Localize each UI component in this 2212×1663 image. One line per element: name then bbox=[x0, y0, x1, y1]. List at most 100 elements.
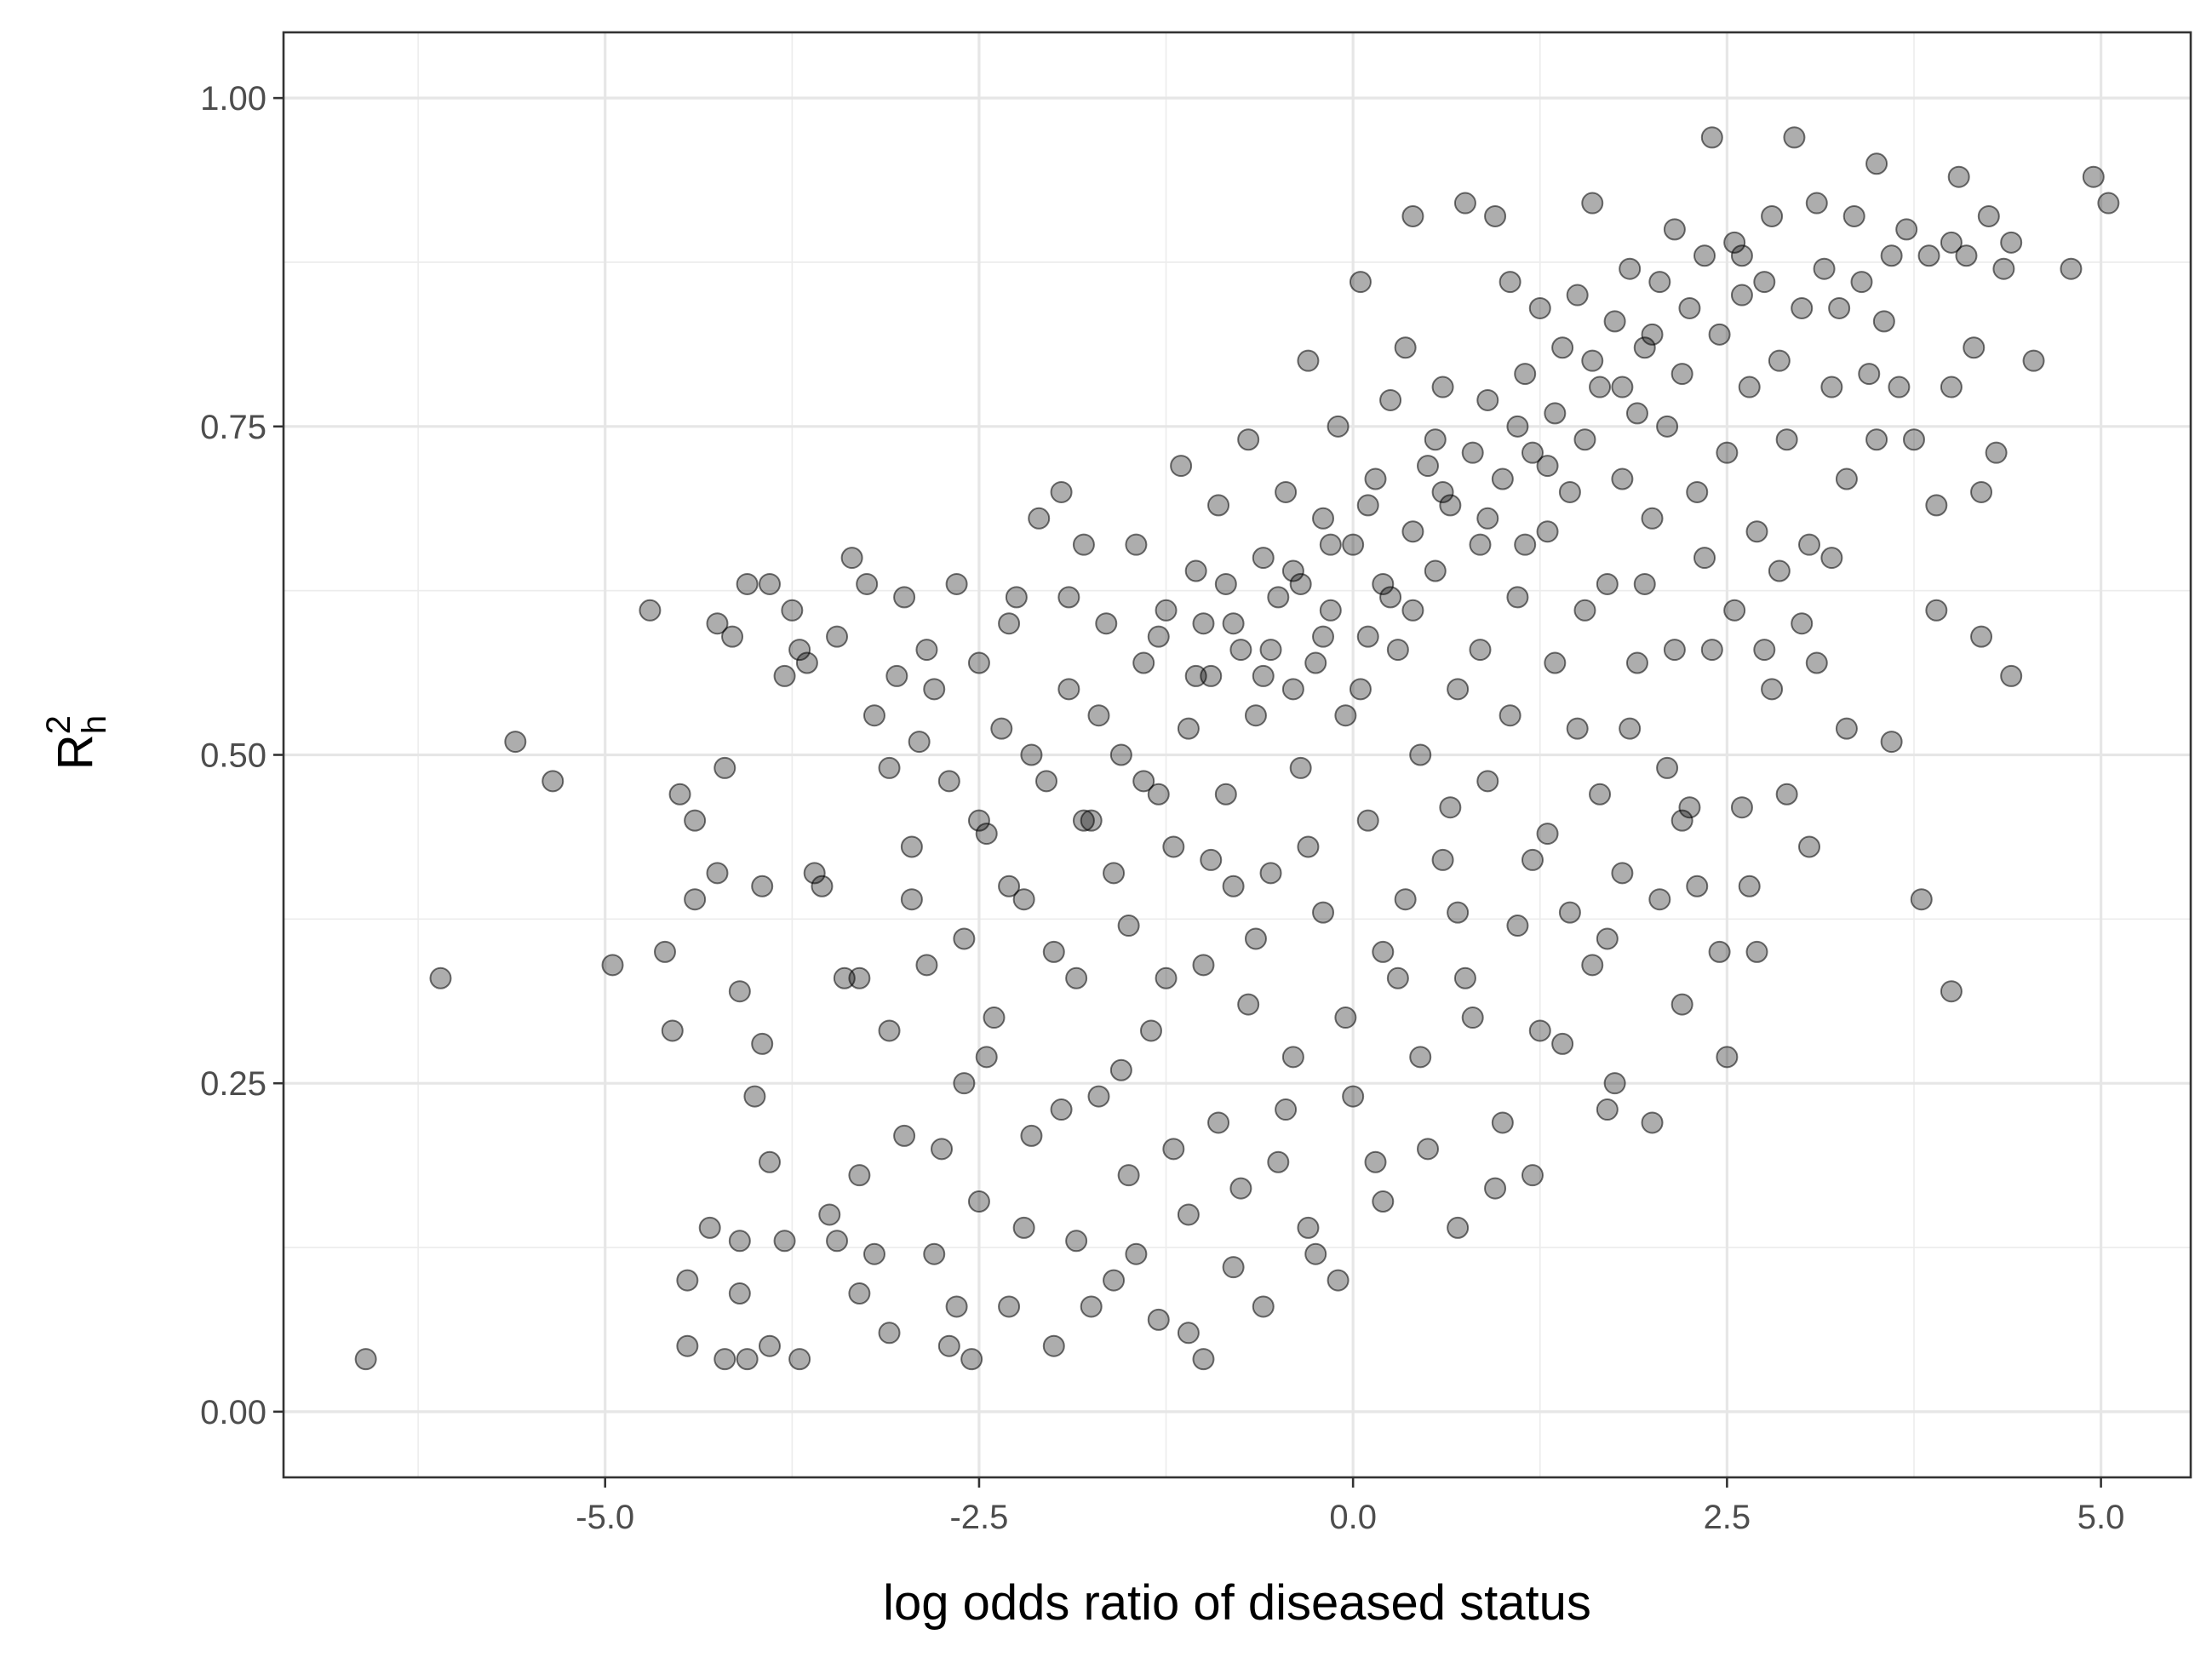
data-point bbox=[2022, 349, 2045, 372]
data-point bbox=[1147, 625, 1170, 648]
data-point bbox=[1872, 310, 1895, 333]
data-point bbox=[1372, 940, 1395, 963]
data-point bbox=[1977, 204, 2000, 227]
data-point bbox=[758, 572, 781, 595]
data-point bbox=[1955, 244, 1978, 267]
x-tick-label: -2.5 bbox=[949, 1499, 1008, 1536]
data-point bbox=[1835, 717, 1858, 740]
data-point bbox=[2097, 192, 2120, 215]
data-point bbox=[1558, 901, 1581, 924]
data-point bbox=[1364, 1150, 1387, 1173]
data-points bbox=[354, 126, 2120, 1371]
data-point bbox=[788, 639, 811, 662]
data-point bbox=[1947, 165, 1970, 188]
y-axis: 0.00 0.25 0.50 0.75 1.00 bbox=[200, 80, 284, 1431]
data-point bbox=[1940, 231, 1963, 254]
data-point bbox=[967, 809, 990, 832]
data-point bbox=[1521, 848, 1544, 871]
data-point bbox=[684, 888, 707, 911]
data-point bbox=[1117, 915, 1140, 938]
data-point bbox=[1065, 966, 1088, 989]
data-point bbox=[1275, 1098, 1298, 1121]
data-point bbox=[1805, 192, 1828, 215]
data-point bbox=[1730, 796, 1753, 819]
data-point bbox=[953, 1072, 976, 1095]
data-point bbox=[1177, 717, 1200, 740]
data-point bbox=[1670, 809, 1693, 832]
data-point bbox=[1723, 599, 1746, 622]
data-point bbox=[1327, 415, 1350, 438]
data-point bbox=[1372, 1190, 1395, 1213]
data-point bbox=[826, 625, 849, 648]
data-point bbox=[1447, 1216, 1470, 1239]
data-point bbox=[1125, 533, 1148, 556]
data-point bbox=[1670, 363, 1693, 386]
data-point bbox=[856, 572, 879, 595]
data-point bbox=[1491, 467, 1514, 490]
data-point bbox=[1012, 888, 1035, 911]
data-point bbox=[1611, 862, 1634, 885]
data-point bbox=[713, 756, 736, 779]
data-point bbox=[1080, 809, 1103, 832]
data-point bbox=[1723, 231, 1746, 254]
data-point bbox=[2060, 257, 2083, 280]
data-point bbox=[1057, 678, 1080, 701]
data-point bbox=[1252, 664, 1275, 687]
data-point bbox=[1835, 467, 1858, 490]
y-axis-title-base: R bbox=[48, 734, 103, 770]
data-point bbox=[1678, 296, 1701, 319]
svg-text:R2h: R2h bbox=[40, 715, 113, 770]
data-point bbox=[1424, 428, 1447, 451]
data-point bbox=[1065, 1230, 1088, 1253]
data-point bbox=[1798, 835, 1820, 858]
data-point bbox=[1379, 586, 1402, 609]
data-point bbox=[1020, 743, 1043, 766]
data-point bbox=[1447, 678, 1470, 701]
data-point bbox=[1281, 559, 1304, 582]
data-point bbox=[833, 966, 856, 989]
data-point bbox=[684, 809, 707, 832]
data-point bbox=[1252, 547, 1275, 570]
data-point bbox=[1401, 204, 1424, 227]
data-point bbox=[1940, 376, 1963, 399]
data-point bbox=[1589, 376, 1612, 399]
data-point bbox=[1214, 783, 1237, 806]
data-point bbox=[2082, 165, 2105, 188]
data-point bbox=[1304, 1242, 1327, 1265]
data-point bbox=[915, 954, 938, 977]
data-point bbox=[1573, 428, 1596, 451]
data-point bbox=[1544, 651, 1567, 674]
data-point bbox=[990, 717, 1013, 740]
data-point bbox=[1155, 599, 1178, 622]
data-point bbox=[1162, 835, 1185, 858]
data-point bbox=[1439, 796, 1462, 819]
data-point bbox=[1028, 507, 1051, 530]
data-point bbox=[1970, 480, 1993, 503]
data-point bbox=[1080, 1295, 1103, 1318]
data-point bbox=[885, 664, 908, 687]
data-point bbox=[504, 731, 527, 754]
data-point bbox=[1506, 915, 1529, 938]
data-point bbox=[1820, 547, 1843, 570]
data-point bbox=[1625, 651, 1648, 674]
data-point bbox=[1768, 349, 1791, 372]
data-point bbox=[1828, 296, 1851, 319]
data-point bbox=[1132, 770, 1155, 793]
data-point bbox=[998, 875, 1021, 897]
data-point bbox=[1200, 848, 1223, 871]
data-point bbox=[1229, 1177, 1252, 1200]
data-point bbox=[1536, 520, 1559, 543]
data-point bbox=[1109, 1058, 1132, 1081]
data-point bbox=[1259, 862, 1282, 885]
data-point bbox=[1895, 218, 1918, 241]
y-tick-label: 0.25 bbox=[200, 1065, 266, 1103]
data-point bbox=[878, 1322, 901, 1345]
data-point bbox=[721, 625, 744, 648]
data-point bbox=[1162, 1138, 1185, 1161]
y-tick-label: 0.00 bbox=[200, 1394, 266, 1431]
data-point bbox=[1791, 296, 1814, 319]
data-point bbox=[960, 1348, 983, 1371]
data-point bbox=[1417, 1138, 1439, 1161]
data-point bbox=[937, 770, 960, 793]
